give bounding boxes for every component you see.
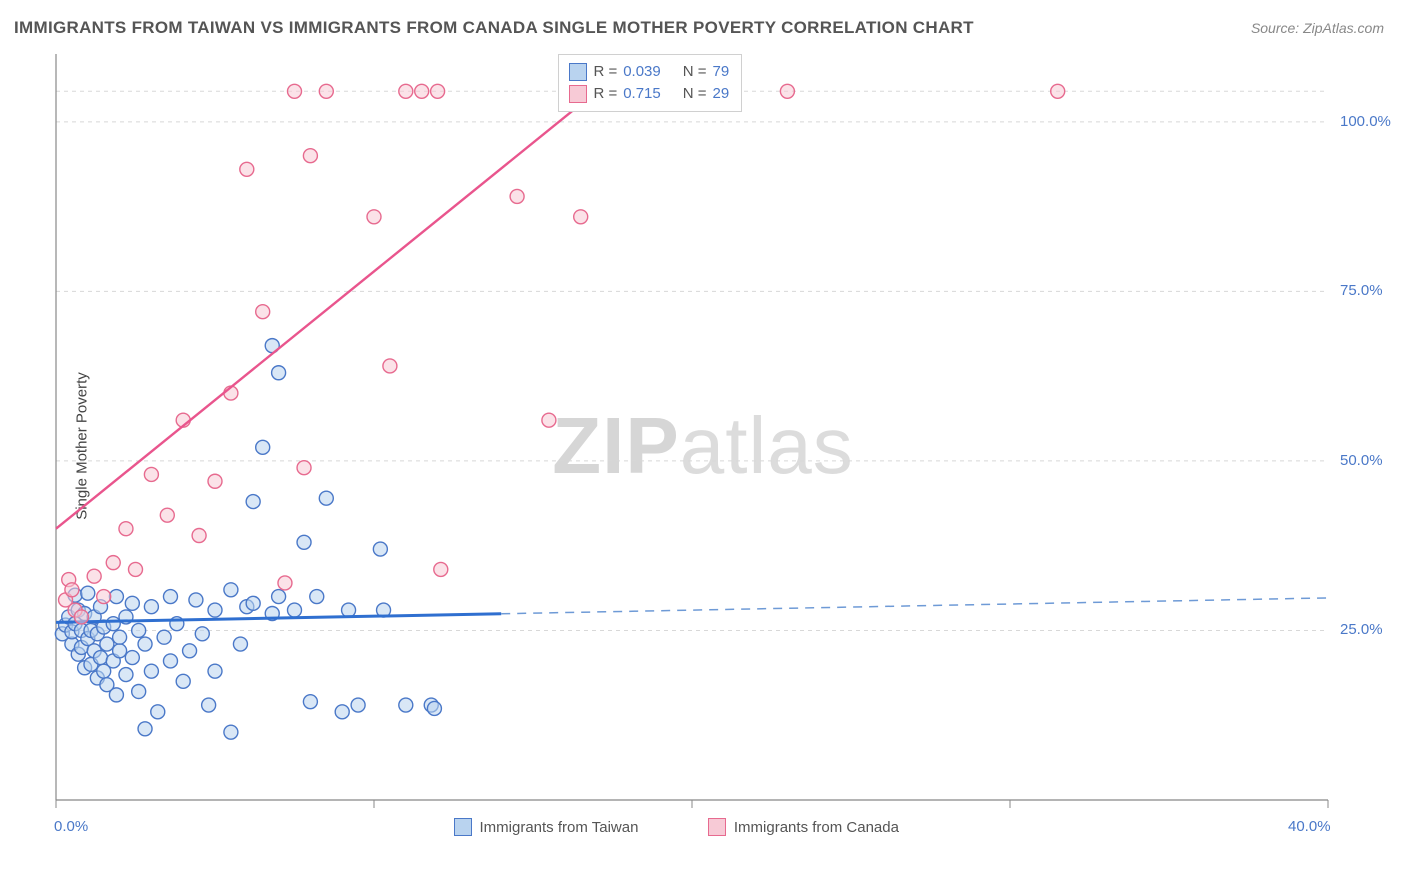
x-tick-label: 0.0% xyxy=(54,818,88,835)
canada-n-value: 29 xyxy=(713,83,730,105)
canada-swatch-icon xyxy=(708,818,726,836)
correlation-legend-box: R = 0.039 N = 79 R = 0.715 N = 29 xyxy=(558,54,742,112)
canada-swatch-icon xyxy=(569,85,587,103)
taiwan-series-label: Immigrants from Taiwan xyxy=(480,819,639,836)
canada-series-label: Immigrants from Canada xyxy=(734,819,899,836)
source-attribution: Source: ZipAtlas.com xyxy=(1251,20,1384,36)
n-label: N = xyxy=(683,61,707,83)
canada-r-value: 0.715 xyxy=(623,83,661,105)
x-tick-label: 40.0% xyxy=(1288,818,1331,835)
bottom-legend-taiwan: Immigrants from Taiwan xyxy=(454,818,639,836)
y-tick-label: 75.0% xyxy=(1340,282,1383,299)
n-label: N = xyxy=(683,83,707,105)
scatter-plot xyxy=(52,50,1388,830)
legend-row-taiwan: R = 0.039 N = 79 xyxy=(569,61,729,83)
source-label: Source: xyxy=(1251,20,1299,36)
r-label: R = xyxy=(593,83,617,105)
bottom-legend-canada: Immigrants from Canada xyxy=(708,818,899,836)
chart-container: IMMIGRANTS FROM TAIWAN VS IMMIGRANTS FRO… xyxy=(0,0,1406,892)
source-name: ZipAtlas.com xyxy=(1303,20,1384,36)
taiwan-swatch-icon xyxy=(454,818,472,836)
chart-title: IMMIGRANTS FROM TAIWAN VS IMMIGRANTS FRO… xyxy=(14,18,974,38)
taiwan-swatch-icon xyxy=(569,63,587,81)
taiwan-r-value: 0.039 xyxy=(623,61,661,83)
y-tick-label: 100.0% xyxy=(1340,113,1391,130)
taiwan-n-value: 79 xyxy=(713,61,730,83)
y-tick-label: 25.0% xyxy=(1340,621,1383,638)
y-tick-label: 50.0% xyxy=(1340,452,1383,469)
legend-row-canada: R = 0.715 N = 29 xyxy=(569,83,729,105)
r-label: R = xyxy=(593,61,617,83)
